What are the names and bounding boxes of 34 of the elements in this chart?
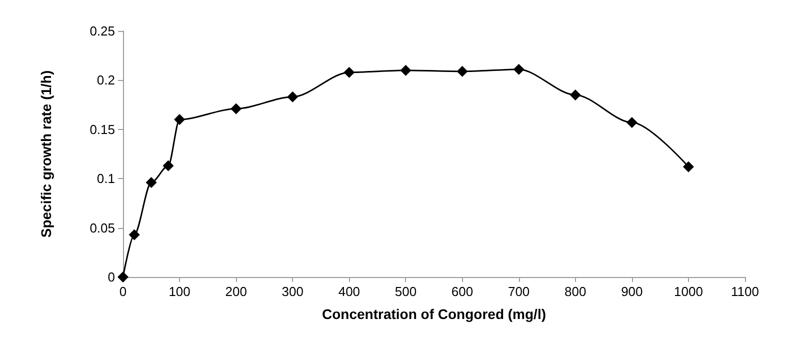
x-tick-label: 800 xyxy=(564,284,586,299)
point xyxy=(682,161,694,172)
x-tick-label: 1000 xyxy=(674,284,703,299)
point xyxy=(230,103,242,114)
point xyxy=(456,66,468,77)
point xyxy=(400,64,412,76)
point xyxy=(570,89,581,100)
x-tick-label: 700 xyxy=(508,284,530,299)
point xyxy=(174,114,186,126)
point xyxy=(513,64,524,75)
y-axis-title: Specific growth rate (1/h) xyxy=(38,70,54,238)
y-tick-label: 0 xyxy=(108,270,115,284)
y-tick-label: 0.1 xyxy=(96,171,115,186)
point xyxy=(118,272,128,282)
x-tick-label: 600 xyxy=(451,284,474,299)
y-tick-label: 0.15 xyxy=(90,122,115,137)
x-tick-label: 1100 xyxy=(731,284,759,299)
x-tick-label: 100 xyxy=(168,284,190,299)
point xyxy=(287,91,298,102)
point xyxy=(344,66,355,78)
x-tick-label: 300 xyxy=(282,284,304,299)
x-tick-label: 900 xyxy=(621,284,643,299)
x-tick-label: 0 xyxy=(119,284,127,299)
x-tick-label: 500 xyxy=(394,284,417,299)
point xyxy=(626,117,638,128)
x-tick-label: 200 xyxy=(225,284,247,299)
y-tick-label: 0.05 xyxy=(90,220,115,236)
x-axis-title: Concentration of Congored (mg/l) xyxy=(322,306,546,322)
point xyxy=(146,177,157,188)
y-tick-label: 0.2 xyxy=(96,72,115,88)
y-tick-label: 0.25 xyxy=(90,24,115,38)
point xyxy=(128,229,140,240)
x-tick-label: 400 xyxy=(338,284,360,299)
point xyxy=(162,160,174,172)
